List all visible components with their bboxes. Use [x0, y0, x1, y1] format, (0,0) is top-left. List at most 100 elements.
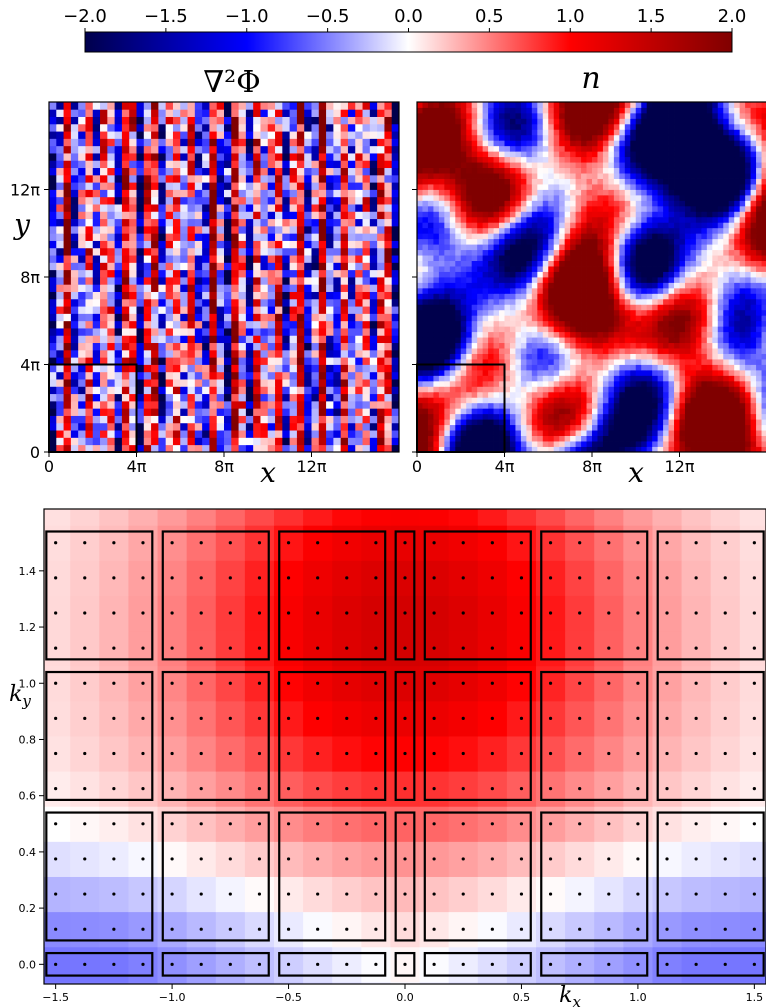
mode-dot	[403, 611, 407, 615]
mode-dot	[170, 716, 174, 720]
mode-dot	[228, 962, 232, 966]
mode-dot	[723, 962, 727, 966]
mode-group-box	[656, 951, 765, 977]
mode-dot	[286, 927, 291, 931]
mode-dot	[141, 857, 145, 861]
mode-dot	[374, 576, 378, 580]
mode-dot	[345, 892, 349, 896]
mode-dot	[141, 962, 145, 966]
colorbar: −2.0 −1.5 −1.0 −0.5 0.0 0.5 1.0 1.5 2.0	[63, 6, 747, 53]
mode-dots	[54, 541, 756, 966]
mode-group-box	[45, 530, 154, 661]
mode-dot	[752, 822, 756, 826]
mode-dot	[141, 716, 145, 720]
mode-dot	[374, 822, 378, 826]
colorbar-tick-label: 2.0	[718, 6, 747, 27]
ky-label: ky	[9, 682, 31, 710]
mode-dot	[694, 611, 698, 615]
mode-dot	[54, 716, 58, 720]
mode-dot	[665, 576, 669, 580]
mode-dot	[54, 576, 58, 580]
mode-dot	[694, 646, 698, 650]
mode-dot	[607, 892, 611, 896]
laplacian-phi-ylabel: y	[12, 208, 31, 241]
mode-dot	[723, 822, 727, 826]
mode-dot	[199, 681, 203, 685]
mode-dot	[752, 576, 756, 580]
mode-dot	[54, 541, 58, 545]
mode-dot	[694, 857, 698, 861]
mode-dot	[83, 857, 87, 861]
mode-dot	[607, 787, 611, 791]
mode-dot	[54, 751, 58, 756]
mode-dot	[519, 787, 524, 791]
mode-dot	[607, 576, 611, 580]
mode-dot	[607, 681, 611, 685]
mode-dot	[548, 681, 553, 685]
mode-dot	[519, 751, 524, 756]
mode-dot	[578, 541, 582, 545]
mode-dot	[83, 787, 87, 791]
mode-dot	[345, 822, 349, 826]
density-title: n	[581, 61, 600, 96]
laplacian-phi-panel: ∇²Φ 0 4π 8π 12π 0 4π 8π 12π x y	[10, 65, 400, 489]
y-tick-label: 0	[30, 443, 40, 462]
mode-dot	[548, 857, 553, 861]
mode-dot	[403, 646, 407, 650]
mode-dot	[199, 751, 203, 756]
mode-dot	[112, 576, 116, 580]
mode-dot	[257, 576, 262, 580]
mode-dot	[257, 787, 262, 791]
mode-dot	[112, 751, 116, 756]
ky-tick-label: 0.0	[19, 958, 37, 971]
mode-dot	[752, 787, 756, 791]
mode-dot	[694, 822, 698, 826]
mode-dot	[636, 576, 640, 580]
growth-rate-heatmap	[44, 509, 766, 984]
mode-dot	[257, 857, 262, 861]
mode-dot	[316, 857, 320, 861]
mode-dot	[432, 681, 436, 685]
mode-dot	[665, 822, 669, 826]
y-tick-label: 12π	[10, 181, 40, 200]
mode-dot	[665, 962, 669, 966]
mode-dot	[665, 892, 669, 896]
mode-dot	[461, 787, 465, 791]
mode-dot	[286, 646, 291, 650]
colorbar-tick-label: −0.5	[306, 6, 350, 27]
mode-group-box	[161, 951, 270, 977]
mode-dot	[316, 822, 320, 826]
mode-dot	[374, 787, 378, 791]
mode-dot	[548, 716, 553, 720]
mode-dot	[170, 822, 174, 826]
mode-dot	[403, 927, 407, 931]
mode-dot	[432, 541, 436, 545]
mode-dot	[694, 576, 698, 580]
mode-dot	[228, 787, 232, 791]
mode-dot	[403, 787, 407, 791]
mode-group-box	[656, 530, 765, 661]
mode-dot	[432, 611, 436, 615]
mode-group-box	[161, 811, 270, 942]
mode-dot	[141, 751, 145, 756]
x-tick-label: 8π	[582, 457, 602, 476]
mode-dot	[286, 787, 291, 791]
mode-dot	[548, 611, 553, 615]
mode-dot	[607, 716, 611, 720]
mode-dot	[83, 892, 87, 896]
mode-group-box	[45, 670, 154, 802]
mode-dot	[403, 822, 407, 826]
mode-dot	[578, 646, 582, 650]
mode-dot	[83, 646, 87, 650]
density-heatmap	[417, 102, 766, 453]
mode-dot	[54, 681, 58, 685]
mode-dot	[578, 892, 582, 896]
mode-dot	[548, 892, 553, 896]
mode-group-box	[394, 670, 416, 802]
y-tick-label: 4π	[20, 356, 40, 375]
mode-dot	[723, 857, 727, 861]
ky-tick-label: 0.8	[19, 733, 37, 746]
mode-dot	[432, 927, 436, 931]
mode-dot	[83, 681, 87, 685]
mode-dot	[374, 716, 378, 720]
